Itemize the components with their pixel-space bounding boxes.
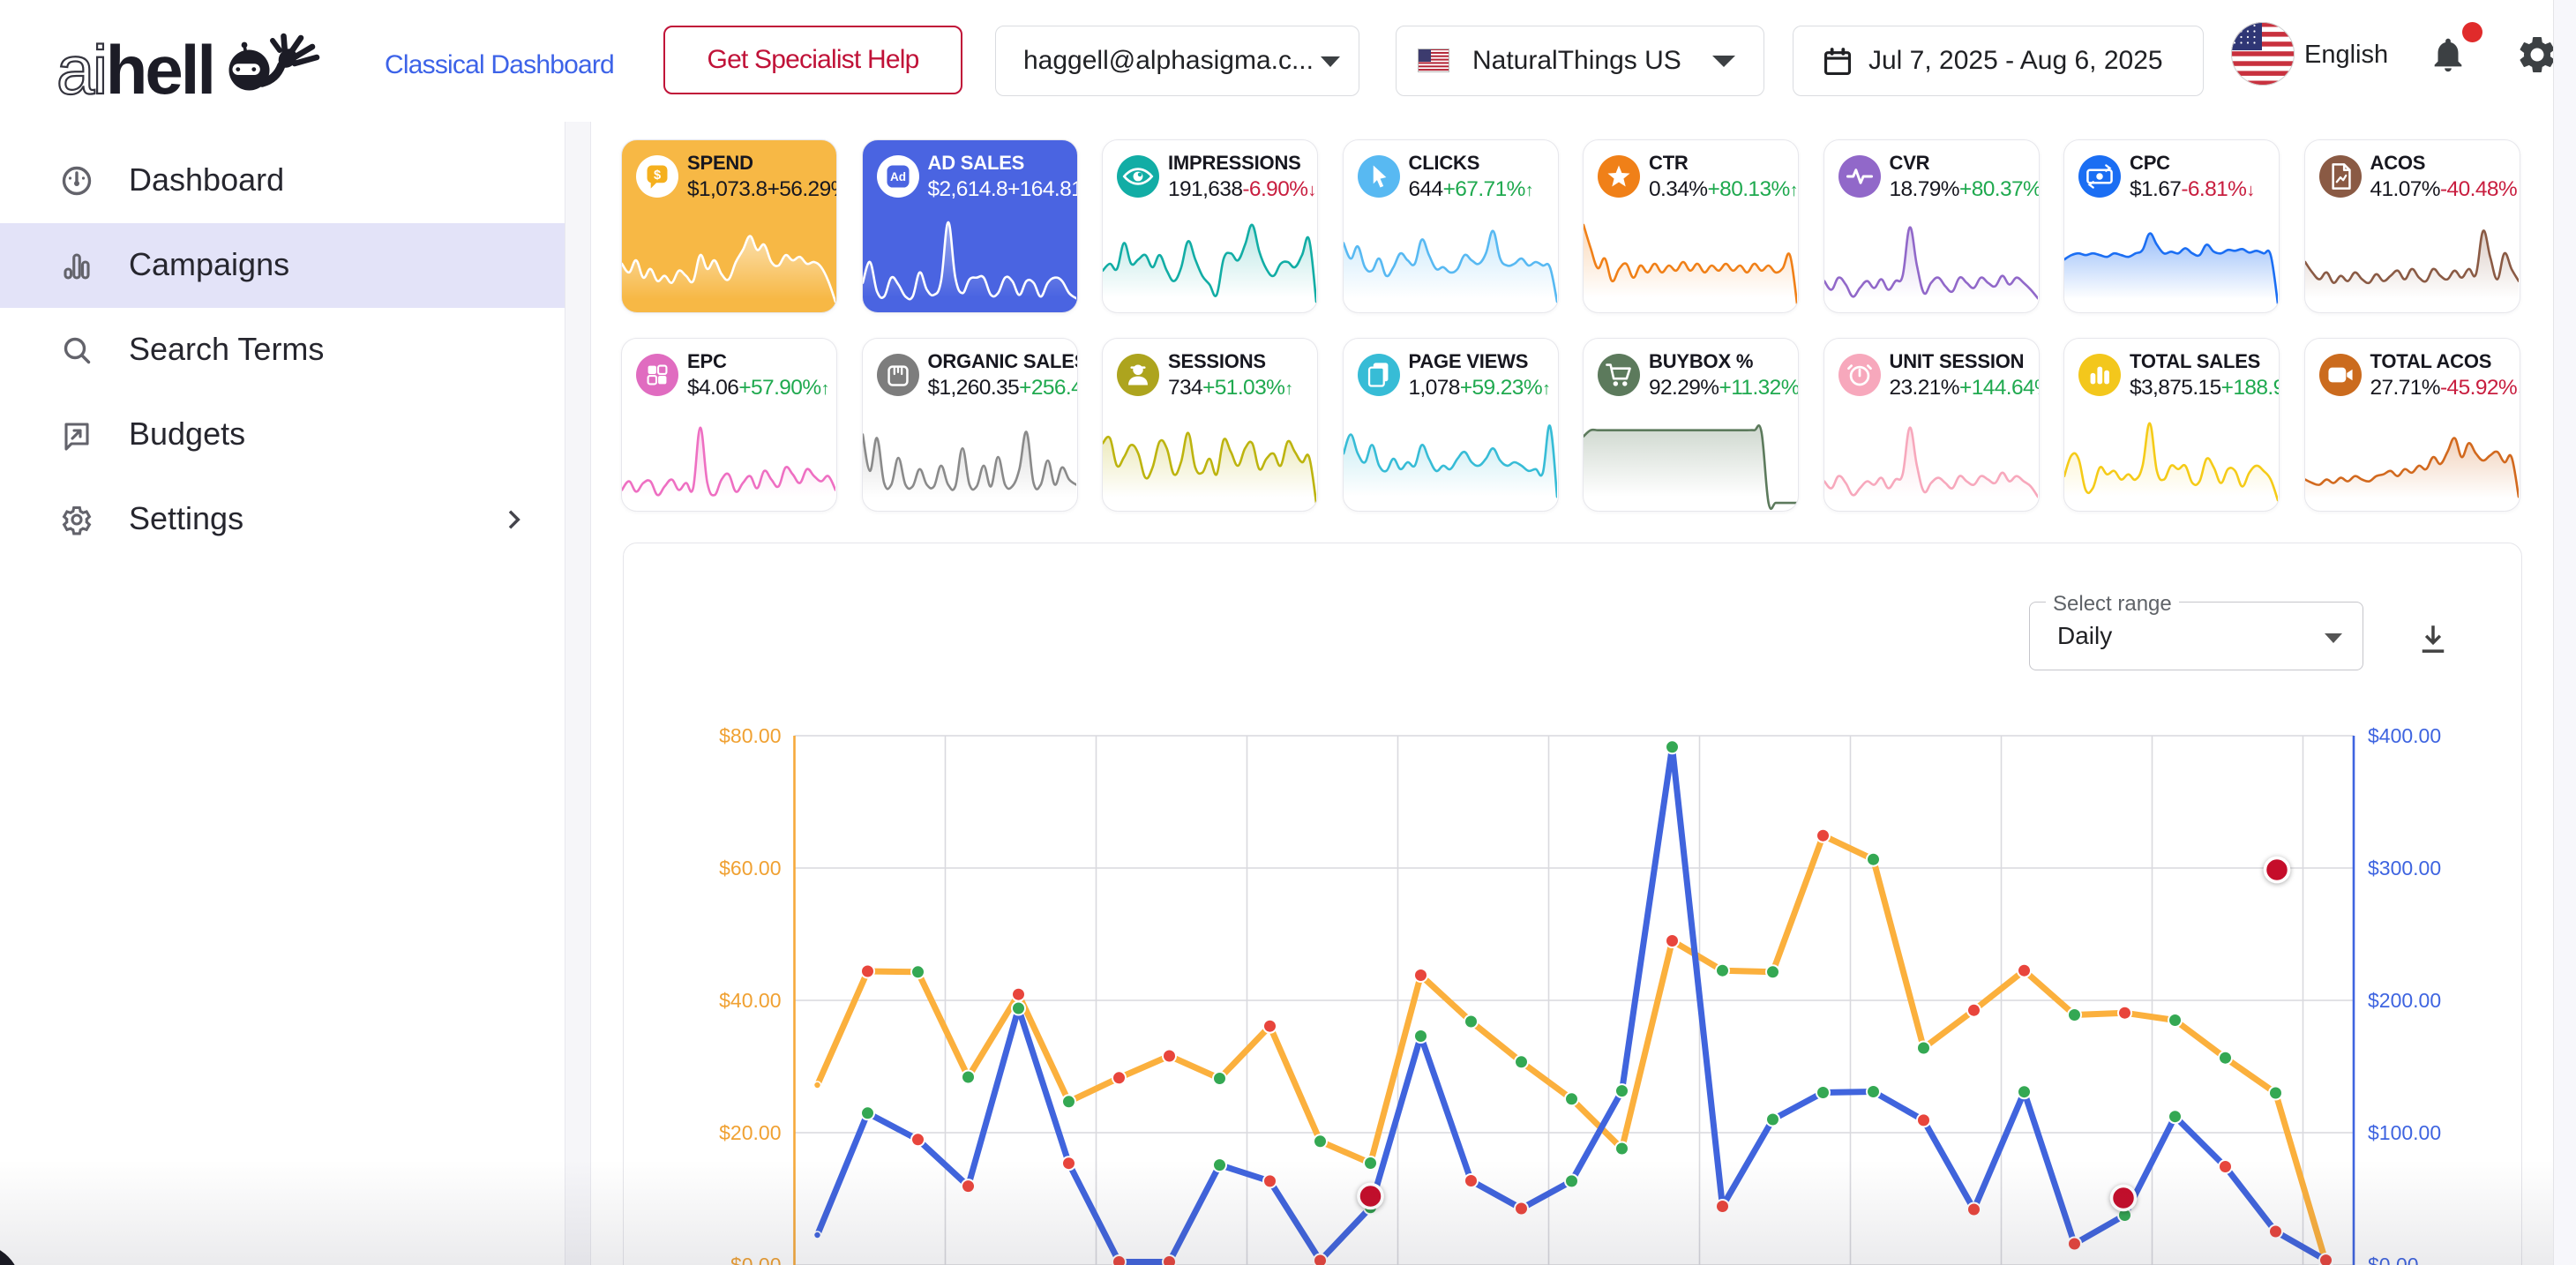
svg-text:$0.00: $0.00 [2368, 1254, 2419, 1265]
svg-text:$200.00: $200.00 [2368, 989, 2441, 1012]
svg-text:Ad: Ad [889, 170, 905, 183]
svg-text:$60.00: $60.00 [719, 857, 781, 880]
svg-text:$100.00: $100.00 [2368, 1121, 2441, 1144]
svg-text:$40.00: $40.00 [719, 989, 781, 1012]
svg-text:$300.00: $300.00 [2368, 857, 2441, 880]
svg-text:$: $ [654, 168, 661, 183]
svg-text:$20.00: $20.00 [719, 1121, 781, 1144]
svg-text:$80.00: $80.00 [719, 724, 781, 747]
svg-text:$400.00: $400.00 [2368, 724, 2441, 747]
svg-text:$0.00: $0.00 [730, 1254, 782, 1265]
